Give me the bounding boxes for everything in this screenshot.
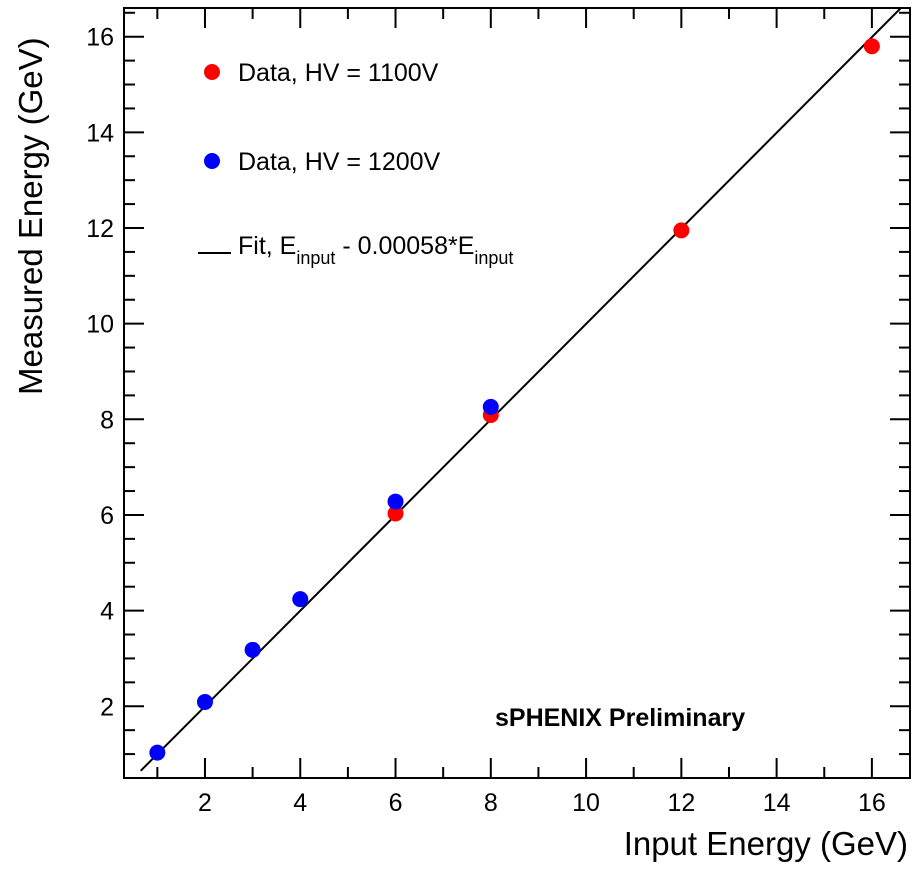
x-tick-label: 4 <box>293 789 307 817</box>
y-tick-label: 10 <box>86 311 114 339</box>
data-point-series-0 <box>387 505 404 522</box>
x-tick-label: 6 <box>389 789 403 817</box>
y-tick-label: 4 <box>100 598 114 626</box>
data-point-series-1 <box>196 693 213 710</box>
y-tick-label: 14 <box>86 119 114 147</box>
fit-label-mid: - 0.00058*E <box>335 232 474 260</box>
y-tick-label: 8 <box>100 406 114 434</box>
data-point-series-0 <box>673 222 690 239</box>
plot-frame <box>123 7 911 779</box>
fit-label-sub1: input <box>296 248 335 268</box>
legend-label-fit: Fit, Einput - 0.00058*Einput <box>238 232 513 268</box>
x-tick-label: 14 <box>763 789 791 817</box>
legend-label-hv1100: Data, HV = 1100V <box>238 59 439 87</box>
legend-label-hv1200: Data, HV = 1200V <box>238 148 441 176</box>
legend-marker-hv1200 <box>204 153 220 169</box>
legend: Data, HV = 1100V Data, HV = 1200V Fit, E… <box>198 59 513 268</box>
data-points <box>149 38 880 761</box>
x-tick-label: 12 <box>667 789 695 817</box>
data-point-series-1 <box>482 398 499 415</box>
y-tick-label: 6 <box>100 502 114 530</box>
tick-labels: 2 4 6 8 10 12 14 16 2 4 6 8 10 12 14 16 <box>86 24 886 817</box>
preliminary-annotation: sPHENIX Preliminary <box>495 704 745 732</box>
data-point-series-1 <box>387 493 404 510</box>
y-tick-label: 16 <box>86 24 114 52</box>
y-tick-label: 2 <box>100 693 114 721</box>
axis-ticks <box>124 8 910 779</box>
data-point-series-0 <box>863 38 880 55</box>
fit-label-prefix: Fit, E <box>238 232 296 260</box>
fit-line <box>139 7 902 772</box>
x-tick-label: 2 <box>198 789 212 817</box>
y-tick-label: 12 <box>86 215 114 243</box>
data-point-series-1 <box>292 591 309 608</box>
data-point-series-1 <box>244 641 261 658</box>
x-axis-title: Input Energy (GeV) <box>624 825 908 862</box>
x-tick-label: 16 <box>858 789 886 817</box>
x-tick-label: 8 <box>484 789 498 817</box>
fit-label-sub2: input <box>474 248 513 268</box>
y-axis-title: Measured Energy (GeV) <box>12 37 49 395</box>
legend-marker-hv1100 <box>204 64 220 80</box>
data-point-series-1 <box>149 744 166 761</box>
x-tick-label: 10 <box>572 789 600 817</box>
